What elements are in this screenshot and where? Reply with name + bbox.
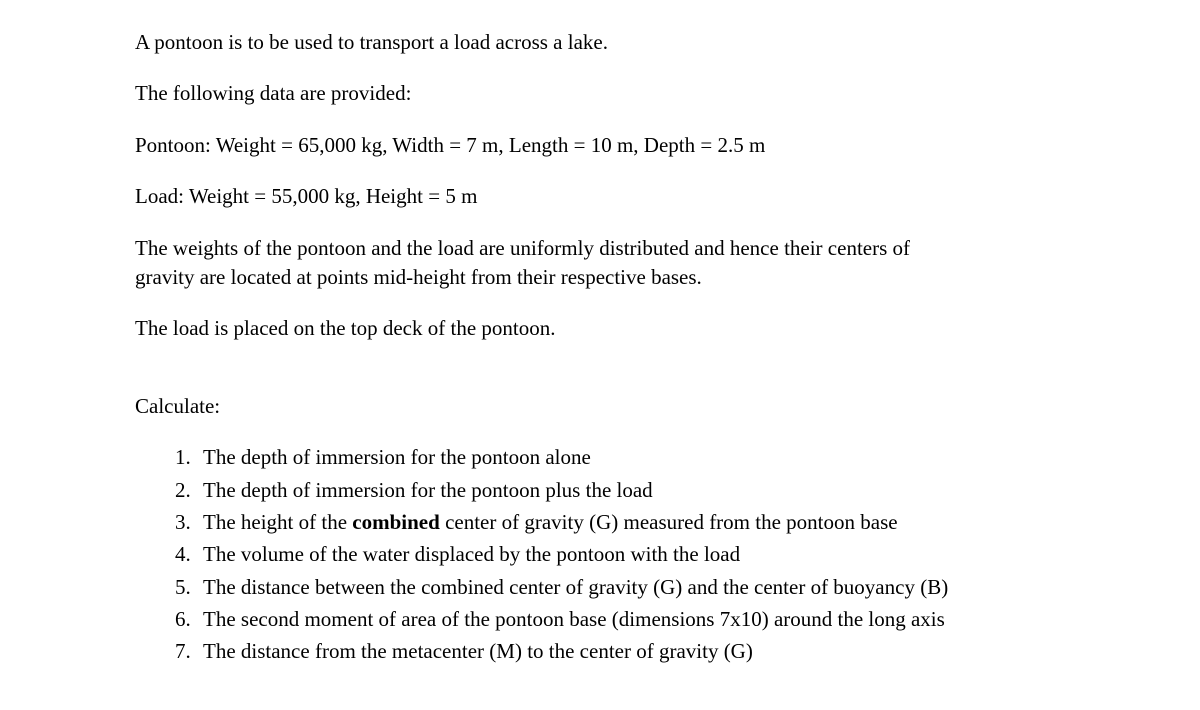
list-text-bold: combined [352,510,440,534]
list-text: The second moment of area of the pontoon… [203,607,945,631]
weight-distribution-note-line1: The weights of the pontoon and the load … [135,234,1065,263]
list-text: The volume of the water displaced by the… [203,542,740,566]
calculate-section: Calculate: 1. The depth of immersion for… [135,392,1065,667]
list-number: 6. [175,605,191,634]
list-text: The distance from the metacenter (M) to … [203,639,753,663]
list-item: 5. The distance between the combined cen… [175,573,1065,602]
load-data: Load: Weight = 55,000 kg, Height = 5 m [135,182,1065,211]
weight-distribution-note-line2: gravity are located at points mid-height… [135,263,1065,292]
load-placement-note: The load is placed on the top deck of th… [135,314,1065,343]
list-number: 7. [175,637,191,666]
list-item: 2. The depth of immersion for the pontoo… [175,476,1065,505]
calculate-heading: Calculate: [135,392,1065,421]
list-text: The depth of immersion for the pontoon p… [203,478,653,502]
list-item: 6. The second moment of area of the pont… [175,605,1065,634]
list-item: 1. The depth of immersion for the pontoo… [175,443,1065,472]
list-text-after: center of gravity (G) measured from the … [440,510,898,534]
list-number: 3. [175,508,191,537]
list-text: The depth of immersion for the pontoon a… [203,445,591,469]
list-number: 4. [175,540,191,569]
list-text-before: The height of the [203,510,352,534]
list-item: 4. The volume of the water displaced by … [175,540,1065,569]
calculate-list: 1. The depth of immersion for the pontoo… [135,443,1065,667]
list-item: 3. The height of the combined center of … [175,508,1065,537]
pontoon-data: Pontoon: Weight = 65,000 kg, Width = 7 m… [135,131,1065,160]
intro-paragraph-2: The following data are provided: [135,79,1065,108]
intro-paragraph-1: A pontoon is to be used to transport a l… [135,28,1065,57]
list-item: 7. The distance from the metacenter (M) … [175,637,1065,666]
list-number: 5. [175,573,191,602]
list-text: The distance between the combined center… [203,575,948,599]
list-number: 1. [175,443,191,472]
list-number: 2. [175,476,191,505]
